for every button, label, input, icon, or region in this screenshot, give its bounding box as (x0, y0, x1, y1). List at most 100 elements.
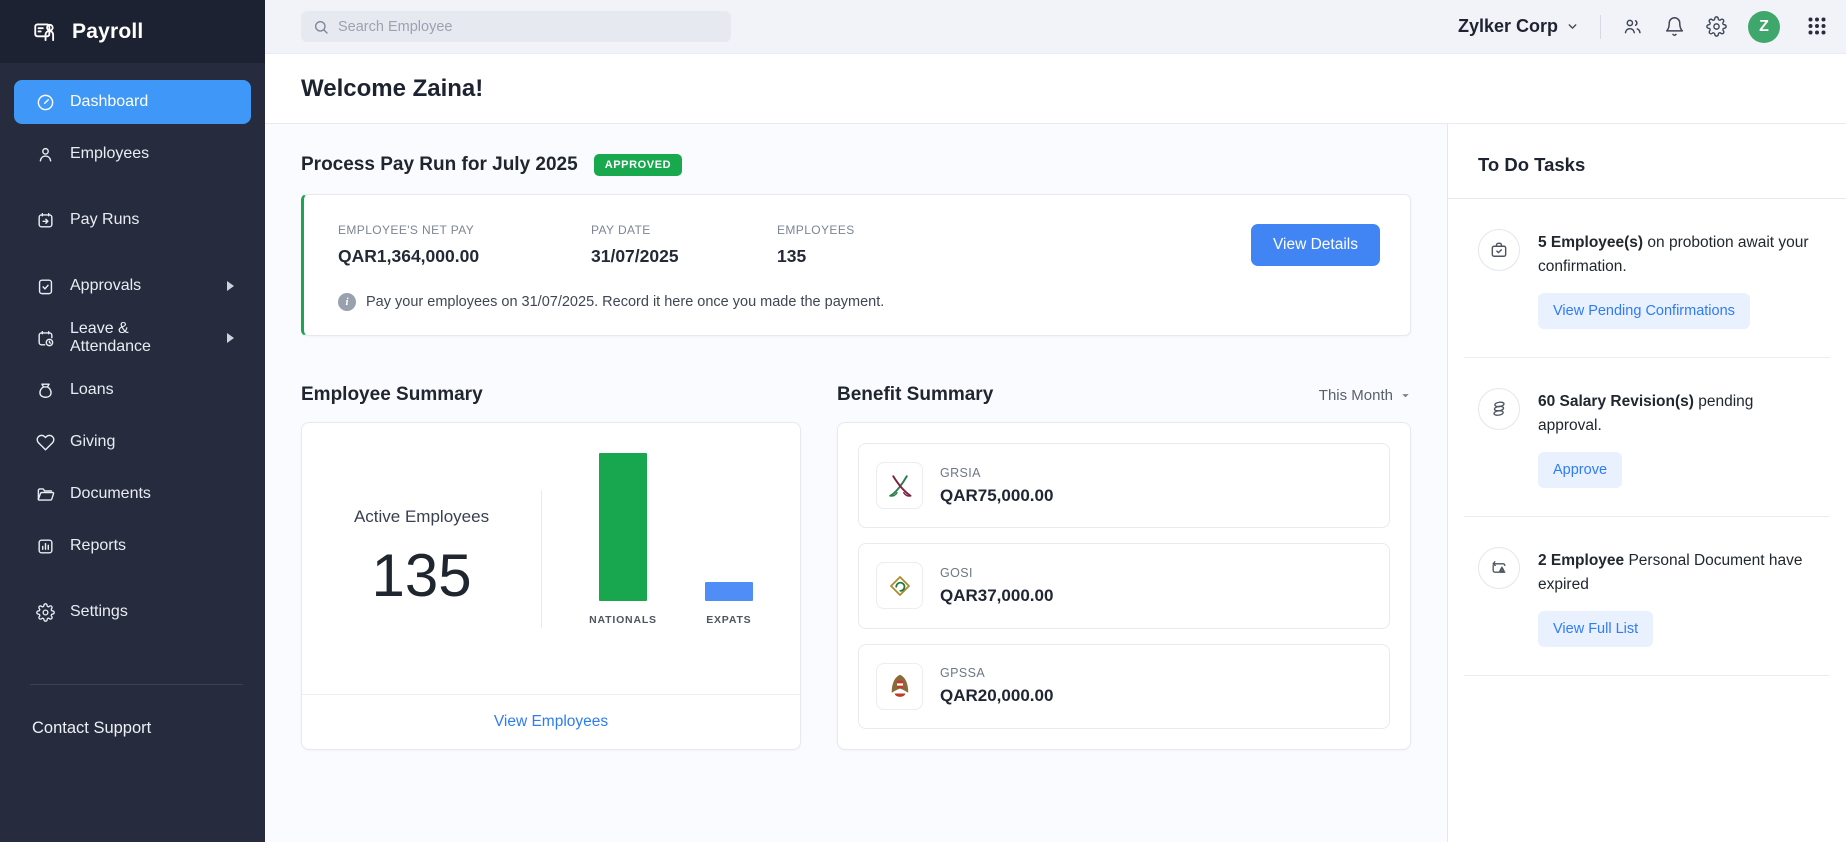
welcome-band: Welcome Zaina! (265, 54, 1846, 124)
divider (1464, 516, 1830, 518)
view-pending-confirmations-button[interactable]: View Pending Confirmations (1538, 293, 1750, 330)
stat-net-pay: EMPLOYEE'S NET PAY QAR1,364,000.00 (338, 223, 591, 267)
stat-label: EMPLOYEE'S NET PAY (338, 223, 475, 237)
app-title: Payroll (72, 19, 144, 43)
todo-task-expired-documents: 2 Employee Personal Document have expire… (1448, 517, 1846, 597)
topbar-divider (1600, 14, 1601, 39)
sidebar-item-dashboard[interactable]: Dashboard (14, 80, 251, 124)
todo-task-rest: on probotion await your confirmation. (1538, 234, 1809, 276)
employee-summary-card: Active Employees 135 NATIONALS (301, 422, 801, 750)
todo-task-count: 2 Employee (1538, 552, 1625, 570)
contact-support-link[interactable]: Contact Support (32, 719, 152, 737)
status-badge: APPROVED (593, 154, 683, 176)
sidebar-item-label: Pay Runs (70, 211, 140, 228)
gear-icon (36, 602, 55, 622)
sidebar-item-label: Loans (70, 381, 114, 398)
gpssa-logo (876, 662, 923, 710)
bar-group-expats: EXPATS (704, 582, 753, 626)
todo-task-count: 60 Salary Revision(s) (1538, 393, 1694, 411)
sidebar-item-label: Documents (70, 485, 151, 502)
sidebar-nav: Dashboard Employees Pa (0, 63, 265, 642)
expats-bar (704, 582, 753, 601)
sidebar-item-employees[interactable]: Employees (14, 132, 251, 176)
sidebar-item-label: Leave & Attendance (70, 320, 151, 355)
benefit-name: GPSSA (940, 666, 986, 681)
sidebar-item-leave-attendance[interactable]: Leave & Attendance (14, 316, 251, 360)
avatar[interactable]: Z (1748, 10, 1780, 43)
chevron-down-icon (1402, 393, 1409, 397)
stat-pay-date: PAY DATE 31/07/2025 (591, 223, 777, 267)
divider (1464, 675, 1830, 677)
bar-label: EXPATS (706, 614, 752, 626)
search-box[interactable] (301, 11, 731, 42)
chevron-right-icon (225, 281, 235, 291)
org-name: Zylker Corp (1457, 16, 1558, 36)
benefit-row-grsia[interactable]: GRSIA QAR75,000.00 (858, 443, 1390, 529)
bell-icon[interactable] (1664, 16, 1685, 37)
heart-icon (36, 433, 55, 452)
view-full-list-button[interactable]: View Full List (1538, 611, 1654, 648)
todo-task-text: 60 Salary Revision(s) pending approval. (1538, 388, 1816, 438)
divider (1464, 357, 1830, 359)
sidebar-item-giving[interactable]: Giving (14, 420, 251, 464)
org-switcher[interactable]: Zylker Corp (1458, 16, 1579, 37)
sidebar-item-documents[interactable]: Documents (14, 472, 251, 516)
gear-icon[interactable] (1706, 16, 1727, 37)
benefit-summary-card: GRSIA QAR75,000.00 (837, 422, 1411, 750)
app-grid-icon[interactable] (1807, 16, 1828, 37)
sidebar: Payroll Dashboard Employees (0, 0, 265, 842)
grsia-logo (876, 462, 923, 510)
active-employees-count: 135 (371, 542, 472, 609)
sidebar-item-label: Giving (70, 433, 116, 450)
benefit-value: QAR37,000.00 (940, 585, 1054, 605)
approve-button[interactable]: Approve (1538, 452, 1623, 489)
chevron-down-icon (1568, 24, 1577, 29)
benefit-row-gosi[interactable]: GOSI QAR37,000.00 (858, 543, 1390, 629)
period-dropdown[interactable]: This Month (1319, 387, 1411, 404)
stat-value: 31/07/2025 (591, 246, 679, 266)
sidebar-item-settings[interactable]: Settings (14, 590, 251, 634)
sidebar-item-reports[interactable]: Reports (14, 524, 251, 568)
sidebar-item-approvals[interactable]: Approvals (14, 264, 251, 308)
stat-label: PAY DATE (591, 223, 651, 237)
search-input[interactable] (338, 18, 719, 35)
page-title: Welcome Zaina! (301, 74, 484, 102)
benefit-name: GOSI (940, 565, 973, 580)
benefit-summary-title: Benefit Summary (837, 384, 994, 405)
clipboard-check-icon (36, 277, 55, 296)
bar-chart-icon (36, 537, 55, 556)
payrun-note-text: Pay your employees on 31/07/2025. Record… (366, 294, 885, 310)
todo-task-count: 5 Employee(s) (1538, 234, 1644, 251)
payroll-logo-icon (32, 19, 58, 45)
users-icon[interactable] (1622, 16, 1643, 37)
app-logo: Payroll (0, 0, 265, 63)
sidebar-item-label: Employees (70, 145, 150, 162)
sidebar-item-label: Reports (70, 537, 127, 554)
chevron-right-icon (225, 333, 235, 343)
todo-title: To Do Tasks (1478, 154, 1586, 175)
chart-divider (541, 489, 543, 628)
todo-task-rest: pending approval. (1538, 393, 1754, 435)
todo-task-probation: 5 Employee(s) on probotion await your co… (1448, 199, 1846, 279)
view-employees-link[interactable]: View Employees (493, 713, 609, 730)
sidebar-item-label: Settings (70, 603, 128, 620)
sidebar-item-loans[interactable]: Loans (14, 368, 251, 412)
todo-task-salary-revisions: 60 Salary Revision(s) pending approval. (1448, 358, 1846, 438)
sidebar-item-pay-runs[interactable]: Pay Runs (14, 198, 251, 242)
benefit-name: GRSIA (940, 465, 981, 480)
stat-label: EMPLOYEES (777, 223, 855, 237)
benefit-row-gpssa[interactable]: GPSSA QAR20,000.00 (858, 643, 1390, 729)
payrun-calendar-icon (36, 211, 55, 230)
stat-value: 135 (777, 246, 807, 266)
info-icon: i (338, 293, 356, 311)
money-bag-icon (36, 381, 55, 400)
person-icon (36, 145, 55, 164)
divider (1448, 198, 1846, 199)
sidebar-divider (30, 684, 243, 685)
sidebar-item-label: Approvals (70, 277, 142, 294)
folder-icon (36, 485, 55, 504)
payrun-title: Process Pay Run for July 2025 (301, 154, 578, 175)
bar-label: NATIONALS (589, 614, 657, 626)
nationals-bar (599, 453, 647, 601)
view-details-button[interactable]: View Details (1250, 224, 1380, 266)
